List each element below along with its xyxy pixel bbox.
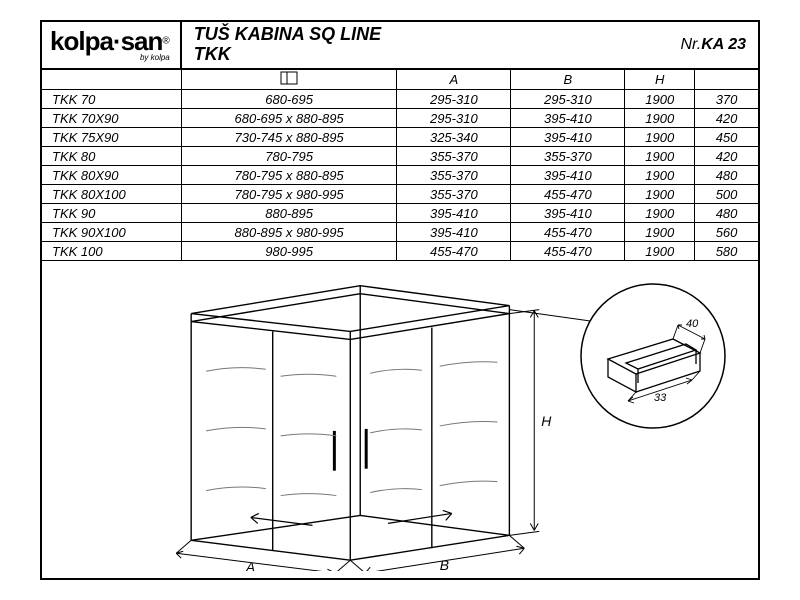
table-cell: 560 [695,223,758,242]
table-cell: 680-695 [181,90,396,109]
title-line2: TKK [194,45,681,65]
header-row: kolpa·san® by kolpa TUŠ KABINA SQ LINE T… [42,22,758,70]
table-row: TKK 80X90780-795 x 880-895355-370395-410… [42,166,758,185]
table-cell: TKK 90X100 [42,223,181,242]
logo-subtext: by kolpa [140,53,170,62]
title: TUŠ KABINA SQ LINE TKK [182,25,681,65]
logo: kolpa·san® by kolpa [50,22,182,68]
table-cell: 1900 [625,166,695,185]
table-cell: 1900 [625,204,695,223]
table-cell: 355-370 [397,147,511,166]
table-cell: 980-995 [181,242,396,261]
table-cell: 395-410 [511,109,625,128]
table-row: TKK 70X90680-695 x 880-895295-310395-410… [42,109,758,128]
table-cell: 1900 [625,128,695,147]
table-cell: 455-470 [511,242,625,261]
table-cell: 395-410 [511,166,625,185]
col-A: A [397,70,511,90]
table-cell: 355-370 [397,166,511,185]
door-icon [280,71,298,85]
table-cell: 1900 [625,242,695,261]
table-cell: TKK 100 [42,242,181,261]
spec-table: A B H TKK 70680-695295-310295-3101900370… [42,70,758,261]
detail-dim-33: 33 [654,392,667,404]
table-row: TKK 70680-695295-310295-3101900370 [42,90,758,109]
dim-H-label: H [541,413,552,429]
table-row: TKK 80780-795355-370355-3701900420 [42,147,758,166]
table-cell: 480 [695,166,758,185]
table-row: TKK 100980-995455-470455-4701900580 [42,242,758,261]
table-cell: TKK 80X100 [42,185,181,204]
table-row: TKK 90X100880-895 x 980-995395-410455-47… [42,223,758,242]
table-cell: 295-310 [397,109,511,128]
col-opening-icon [181,70,396,90]
col-H: H [625,70,695,90]
table-cell: 780-795 [181,147,396,166]
col-B: B [511,70,625,90]
table-cell: TKK 70X90 [42,109,181,128]
table-cell: 580 [695,242,758,261]
table-cell: 455-470 [511,185,625,204]
table-cell: 780-795 x 980-995 [181,185,396,204]
table-cell: 1900 [625,185,695,204]
doc-number: Nr.KA 23 [681,36,751,54]
table-cell: 395-410 [397,204,511,223]
logo-text: kolpa·san [50,26,162,56]
table-cell: 395-410 [511,204,625,223]
table-cell: 880-895 x 980-995 [181,223,396,242]
table-row: TKK 75X90730-745 x 880-895325-340395-410… [42,128,758,147]
table-cell: 1900 [625,147,695,166]
table-cell: 395-410 [511,128,625,147]
table-cell: TKK 80X90 [42,166,181,185]
table-cell: 295-310 [511,90,625,109]
logo-reg: ® [162,36,169,47]
table-cell: TKK 90 [42,204,181,223]
table-cell: 325-340 [397,128,511,147]
table-cell: 1900 [625,109,695,128]
table-cell: 295-310 [397,90,511,109]
table-cell: 355-370 [397,185,511,204]
title-line1: TUŠ KABINA SQ LINE [194,25,681,45]
table-cell: 370 [695,90,758,109]
table-cell: 680-695 x 880-895 [181,109,396,128]
col-weight [695,70,758,90]
table-header-row: A B H [42,70,758,90]
dim-B-label: B [440,557,449,571]
table-cell: 1900 [625,223,695,242]
table-cell: TKK 80 [42,147,181,166]
profile-detail: 40 33 [578,281,728,431]
table-cell: 395-410 [397,223,511,242]
table-cell: 880-895 [181,204,396,223]
col-model [42,70,181,90]
table-cell: TKK 75X90 [42,128,181,147]
drawing-area: A B H [42,261,758,571]
table-cell: 1900 [625,90,695,109]
table-cell: 420 [695,147,758,166]
table-cell: 450 [695,128,758,147]
table-row: TKK 90880-895395-410395-4101900480 [42,204,758,223]
table-cell: 730-745 x 880-895 [181,128,396,147]
dim-A-label: A [245,559,255,571]
table-cell: 355-370 [511,147,625,166]
table-row: TKK 80X100780-795 x 980-995355-370455-47… [42,185,758,204]
table-cell: 480 [695,204,758,223]
table-cell: 500 [695,185,758,204]
table-cell: 455-470 [397,242,511,261]
spec-sheet: kolpa·san® by kolpa TUŠ KABINA SQ LINE T… [40,20,760,580]
table-cell: 420 [695,109,758,128]
detail-dim-40: 40 [686,318,699,330]
table-cell: TKK 70 [42,90,181,109]
table-cell: 455-470 [511,223,625,242]
table-cell: 780-795 x 880-895 [181,166,396,185]
